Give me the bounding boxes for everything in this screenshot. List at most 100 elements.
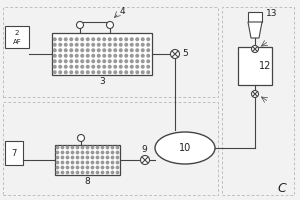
Circle shape [53,49,56,52]
Circle shape [251,46,259,52]
Circle shape [142,43,144,46]
Text: 5: 5 [182,48,188,58]
Circle shape [53,65,56,68]
Circle shape [111,171,114,174]
Circle shape [130,65,133,68]
Ellipse shape [155,132,215,164]
Circle shape [59,43,62,46]
Circle shape [81,156,84,159]
Circle shape [81,49,83,52]
Circle shape [98,65,100,68]
FancyBboxPatch shape [55,145,120,175]
Circle shape [76,60,78,63]
Text: 8: 8 [85,178,90,186]
Circle shape [136,60,139,63]
Text: 3: 3 [99,77,105,86]
Circle shape [119,71,122,74]
Circle shape [101,161,104,164]
Circle shape [119,60,122,63]
Circle shape [96,146,99,149]
Circle shape [70,65,73,68]
Circle shape [106,166,109,169]
Circle shape [114,54,116,57]
Circle shape [125,71,128,74]
Circle shape [130,49,133,52]
Circle shape [106,146,109,149]
Circle shape [86,54,89,57]
Circle shape [116,161,119,164]
Circle shape [101,146,104,149]
Circle shape [142,49,144,52]
Circle shape [109,65,111,68]
Circle shape [147,49,150,52]
Circle shape [86,151,89,154]
Circle shape [109,38,111,41]
Circle shape [114,60,116,63]
Circle shape [142,65,144,68]
Circle shape [101,151,104,154]
Circle shape [86,43,89,46]
Circle shape [86,65,89,68]
Circle shape [70,49,73,52]
Circle shape [114,38,116,41]
Circle shape [59,65,62,68]
Circle shape [109,71,111,74]
Circle shape [106,156,109,159]
Circle shape [116,166,119,169]
Circle shape [92,43,94,46]
Circle shape [76,156,79,159]
Text: 2: 2 [15,30,19,36]
Circle shape [114,65,116,68]
Circle shape [111,166,114,169]
Circle shape [56,156,59,159]
Circle shape [59,49,62,52]
Circle shape [111,156,114,159]
Circle shape [86,71,89,74]
Circle shape [86,49,89,52]
Circle shape [109,54,111,57]
Circle shape [66,146,69,149]
Circle shape [71,171,74,174]
Circle shape [136,38,139,41]
Circle shape [53,60,56,63]
Circle shape [111,161,114,164]
Circle shape [116,151,119,154]
Circle shape [142,54,144,57]
Circle shape [81,146,84,149]
Circle shape [66,166,69,169]
Circle shape [109,49,111,52]
Circle shape [125,54,128,57]
Circle shape [71,156,74,159]
Circle shape [106,151,109,154]
Circle shape [71,161,74,164]
Circle shape [76,161,79,164]
Circle shape [142,38,144,41]
Circle shape [61,171,64,174]
Circle shape [71,166,74,169]
Circle shape [96,151,99,154]
FancyBboxPatch shape [5,26,29,48]
Circle shape [116,171,119,174]
Circle shape [103,65,106,68]
Circle shape [76,38,78,41]
Circle shape [86,38,89,41]
Circle shape [125,60,128,63]
Circle shape [59,71,62,74]
Circle shape [77,134,85,142]
Circle shape [147,43,150,46]
Circle shape [64,49,67,52]
Circle shape [61,151,64,154]
Circle shape [53,54,56,57]
Circle shape [81,166,84,169]
Circle shape [130,38,133,41]
Circle shape [119,43,122,46]
Text: C: C [278,182,286,194]
FancyBboxPatch shape [248,12,262,22]
Circle shape [136,65,139,68]
Circle shape [92,38,94,41]
Circle shape [111,151,114,154]
Circle shape [98,60,100,63]
Circle shape [56,146,59,149]
Circle shape [76,54,78,57]
FancyBboxPatch shape [238,47,272,85]
